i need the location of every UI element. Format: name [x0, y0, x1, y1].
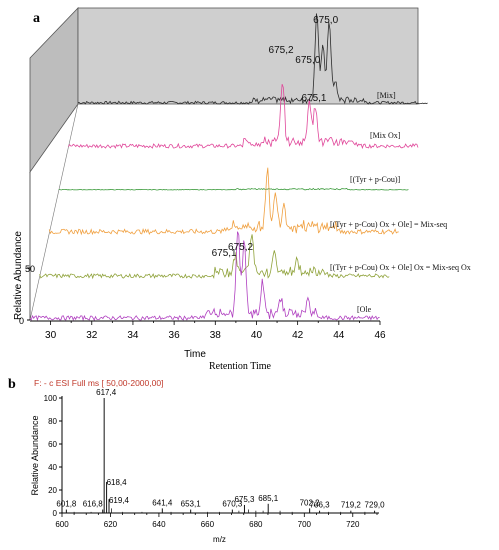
- peak-label-0: 601,8: [56, 500, 77, 509]
- peak-label-11: 706,3: [310, 501, 331, 510]
- x-axis-label: Time: [184, 349, 206, 360]
- trace-5: [29, 231, 380, 322]
- y-tick-label: 60: [48, 440, 57, 449]
- x-tick-label: 32: [86, 330, 98, 341]
- peak-annotation-2: 675,0: [295, 55, 320, 66]
- trace-0: [77, 13, 428, 105]
- peak-label-12: 719,2: [341, 501, 362, 510]
- y-tick-label: 50: [25, 264, 35, 274]
- trace-label-3: [(Tyr + p-Cou) Ox + Ole] = Mix-seq: [330, 220, 447, 229]
- peak-annotation-3: 675,1: [301, 93, 326, 104]
- peak-label-9: 685,1: [258, 494, 279, 503]
- y-axis-label: Relative Abundance: [13, 231, 24, 320]
- trace-label-5: [Ole: [357, 305, 372, 314]
- peak-label-7: 670,3: [222, 500, 243, 509]
- x-tick-label: 38: [210, 330, 222, 341]
- panel-a-letter: a: [33, 11, 40, 26]
- peak-label-4: 619,4: [109, 496, 130, 505]
- peak-label-1: 616,8: [83, 500, 104, 509]
- peak-annotation-0: 675,0: [313, 15, 338, 26]
- panel-b-letter: b: [8, 377, 16, 392]
- x-tick-label: 660: [201, 520, 215, 529]
- y-tick-label: 0: [53, 509, 58, 518]
- x-tick-label: 640: [152, 520, 166, 529]
- x-tick-label: 600: [55, 520, 69, 529]
- x-tick-label: 620: [104, 520, 118, 529]
- x-tick-label: 44: [333, 330, 345, 341]
- peak-label-3: 618,4: [107, 478, 128, 487]
- y-tick-label: 0: [19, 316, 24, 326]
- x-tick-label: 42: [292, 330, 304, 341]
- y-axis-label: Relative Abundance: [30, 415, 40, 495]
- trace-2: [58, 187, 409, 191]
- trace-label-2: [(Tyr + p-Cou)]: [350, 175, 400, 184]
- x-tick-label: 30: [45, 330, 57, 341]
- peak-label-13: 729,0: [365, 501, 386, 510]
- trace-1: [68, 83, 419, 150]
- peak-label-10: 702,2: [300, 498, 321, 507]
- x-tick-label: 34: [127, 330, 139, 341]
- x-tick-label: 700: [298, 520, 312, 529]
- peak-annotation-1: 675,2: [269, 45, 294, 56]
- x-tick-label: 40: [251, 330, 263, 341]
- side-panel: [29, 7, 79, 174]
- peak-label-5: 641,4: [152, 498, 173, 507]
- trace-label-0: [Mix]: [377, 91, 396, 100]
- y-tick-label: 100: [44, 394, 58, 403]
- x-axis-label-secondary: Retention Time: [209, 361, 272, 372]
- back-panel: [77, 7, 419, 105]
- peak-annotation-5: 675,2: [228, 242, 253, 253]
- panel-a-chart: [Mix] [Mix Ox] [(Tyr + p-Cou)] [(Tyr + p-Co…: [13, 7, 471, 372]
- x-axis-label: m/z: [213, 535, 226, 544]
- trace-label-4: [(Tyr + p-Cou) Ox + Ole] Ox = Mix-seq Ox: [330, 263, 471, 272]
- trace-label-1: [Mix Ox]: [370, 131, 401, 140]
- peak-label-2: 617,4: [96, 388, 117, 397]
- x-tick-label: 680: [249, 520, 263, 529]
- depth-line: [29, 103, 79, 321]
- trace-4: [39, 234, 390, 280]
- panel-b-chart: F: - c ESI Full ms [ 50,00-2000,00] 0 20 40…: [30, 378, 385, 544]
- y-tick-label: 20: [48, 486, 57, 495]
- peak-label-8: 675,3: [234, 495, 255, 504]
- trace-3: [48, 167, 399, 236]
- x-tick-label: 720: [346, 520, 360, 529]
- y-tick-label: 40: [48, 463, 57, 472]
- y-tick-label: 80: [48, 417, 57, 426]
- spectrum-header: F: - c ESI Full ms [ 50,00-2000,00]: [34, 378, 163, 388]
- x-tick-label: 36: [169, 330, 181, 341]
- x-tick-label: 46: [374, 330, 386, 341]
- peak-label-6: 653,1: [181, 500, 202, 509]
- peak-annotation-4: 675,1: [212, 248, 237, 259]
